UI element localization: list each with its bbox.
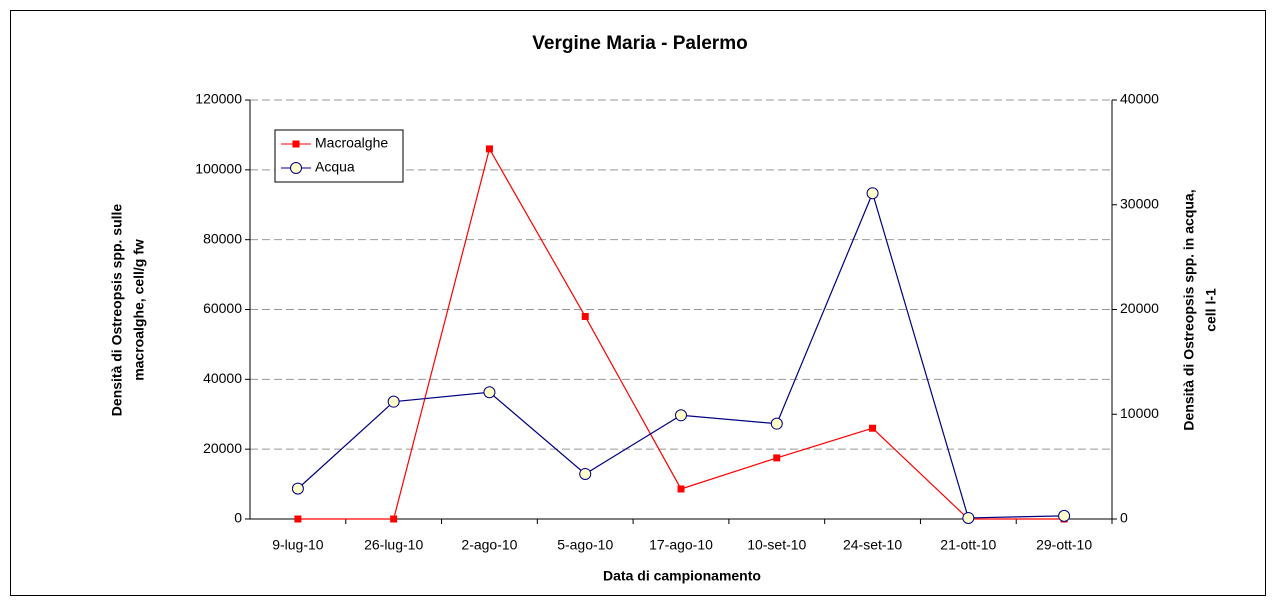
x-tick-label: 17-ago-10 [649,537,713,553]
y2-axis-title-line: cell l-1 [1203,288,1219,332]
legend-marker [290,162,302,174]
data-point [581,312,589,320]
legend-marker [292,140,300,148]
x-tick-label: 5-ago-10 [557,537,613,553]
y-tick-label: 0 [234,510,242,526]
y-tick-label: 40000 [203,370,242,386]
data-point [483,386,496,399]
data-point [866,187,879,200]
y-tick-label: 120000 [195,91,242,107]
x-tick-label: 21-ott-10 [940,537,996,553]
x-tick-label: 29-ott-10 [1036,537,1092,553]
x-axis-title: Data di campionamento [603,568,761,584]
data-point [579,467,592,480]
legend-label: Macroalghe [315,135,388,151]
data-point [387,395,400,408]
y-tick-label: 60000 [203,300,242,316]
y2-tick-label: 20000 [1120,300,1159,316]
y-tick-label: 100000 [195,161,242,177]
data-point [390,515,398,523]
y2-tick-label: 10000 [1120,405,1159,421]
y2-axis-title-line: Densità di Ostreopsis spp. in acqua, [1181,189,1197,430]
y-tick-label: 20000 [203,440,242,456]
data-point [294,515,302,523]
data-point [1058,509,1071,522]
y2-axis-title: Densità di Ostreopsis spp. in acqua, cel… [1181,189,1219,430]
x-tick-label: 10-set-10 [747,537,806,553]
data-point [485,145,493,153]
y-axis-title-line: macroalghe, cell/g fw [131,239,147,381]
data-point [675,409,687,422]
chart-title: Vergine Maria - Palermo [532,33,747,54]
y2-tick-label: 40000 [1120,91,1159,107]
y-tick-label: 80000 [203,230,242,246]
y-axis-title-line: Densità di Ostreopsis spp. sulle [109,204,125,417]
x-tick-label: 2-ago-10 [461,537,517,553]
data-point [773,454,781,462]
x-tick-label: 9-lug-10 [272,537,324,553]
data-point [770,417,783,430]
y2-tick-label: 30000 [1120,195,1159,211]
y2-tick-label: 0 [1120,510,1128,526]
x-tick-label: 26-lug-10 [364,537,423,553]
data-point [962,511,975,524]
data-point [677,485,685,493]
x-tick-label: 24-set-10 [843,537,902,553]
legend-label: Acqua [315,159,355,175]
chart-frame [10,10,1266,596]
data-point [869,424,877,432]
y-axis-title: Densità di Ostreopsis spp. sulle macroal… [109,204,147,417]
data-point [291,482,304,495]
